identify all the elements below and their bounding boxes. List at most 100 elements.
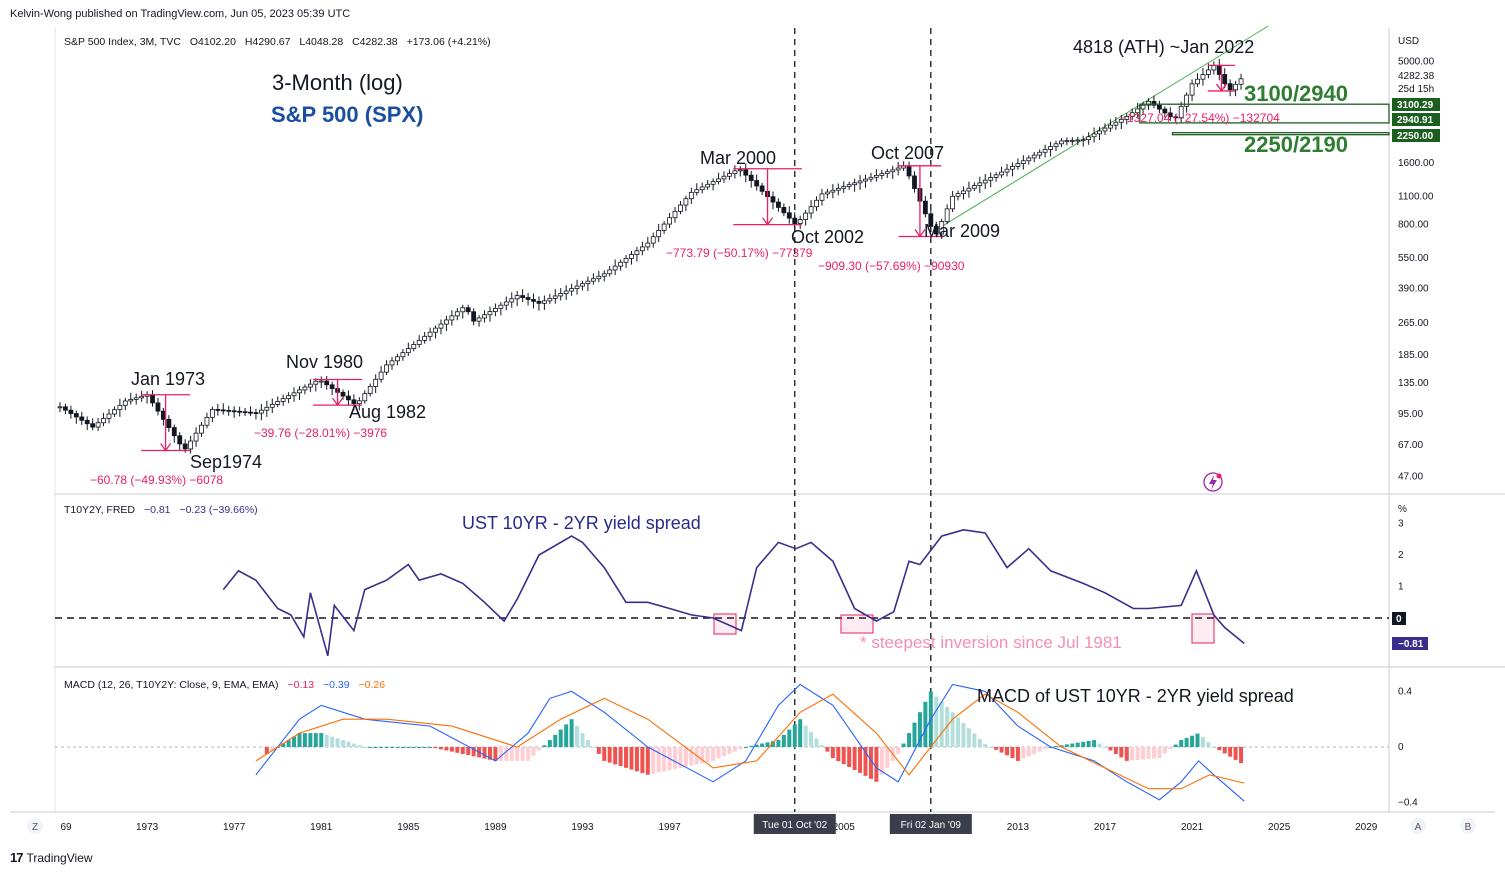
candle xyxy=(411,341,417,352)
histogram-bar xyxy=(1037,747,1042,752)
candle xyxy=(754,174,760,191)
candle xyxy=(128,392,134,405)
histogram-bar xyxy=(1015,747,1020,761)
candle xyxy=(1195,73,1200,87)
histogram-bar xyxy=(656,747,661,773)
candle xyxy=(857,175,863,190)
histogram-bar xyxy=(417,747,422,748)
histogram-bar xyxy=(390,747,394,748)
y-tick-label: 1600.00 xyxy=(1398,158,1435,169)
ann-aug-1982: Aug 1982 xyxy=(349,402,426,422)
candle xyxy=(231,406,237,418)
candle xyxy=(890,165,896,180)
y-tick-label: 265.00 xyxy=(1398,318,1429,329)
histogram-bar xyxy=(466,747,471,756)
candle xyxy=(389,357,395,370)
candle xyxy=(438,319,444,335)
candle xyxy=(1015,158,1021,170)
histogram-bar xyxy=(618,747,623,767)
histogram-bar xyxy=(781,734,786,747)
histogram-bar xyxy=(727,747,732,754)
histogram-bar xyxy=(1179,740,1184,747)
histogram-bar xyxy=(1195,733,1200,747)
candle xyxy=(672,207,678,223)
candle xyxy=(487,306,493,322)
histogram-bar xyxy=(1190,735,1195,747)
candle xyxy=(340,389,346,400)
candle xyxy=(264,400,270,417)
candle xyxy=(155,397,161,416)
histogram-bar xyxy=(400,747,405,748)
candle xyxy=(699,182,705,194)
time-tick-label: 1973 xyxy=(136,822,159,833)
candle xyxy=(596,270,602,283)
candle xyxy=(645,236,651,251)
histogram-bar xyxy=(825,747,830,752)
histogram-bar xyxy=(449,747,454,752)
candle xyxy=(884,168,890,178)
currency-label: USD xyxy=(1398,36,1419,47)
candle xyxy=(906,161,912,180)
alert-icon[interactable] xyxy=(1203,472,1223,492)
histogram-bar xyxy=(765,742,770,747)
candle xyxy=(465,304,471,315)
last-price-label: 4282.38 xyxy=(1398,71,1435,82)
histogram-bar xyxy=(1081,741,1086,747)
time-tick-label: 2013 xyxy=(1007,822,1030,833)
histogram-bar xyxy=(841,747,846,765)
candle xyxy=(476,315,482,327)
zoom-corner-button[interactable]: Z xyxy=(27,818,43,834)
ann-mar-2000: Mar 2000 xyxy=(700,148,776,168)
histogram-bar xyxy=(749,745,754,747)
candle xyxy=(846,181,852,190)
spread-legend: T10Y2Y, FRED −0.81 −0.23 (−39.66%) xyxy=(64,504,258,516)
y-tick-label: 390.00 xyxy=(1398,284,1429,295)
candle xyxy=(580,280,585,291)
candle xyxy=(618,259,623,271)
histogram-bar xyxy=(569,719,574,747)
histogram-bar xyxy=(705,747,710,763)
ann-oct-2002: Oct 2002 xyxy=(791,227,864,247)
crosshair-label-2009: Fri 02 Jan '09 xyxy=(889,814,972,834)
bars-button[interactable]: B xyxy=(1460,818,1476,834)
candle xyxy=(667,213,672,228)
signal-line xyxy=(255,693,1245,790)
candle xyxy=(574,279,580,295)
candle xyxy=(1178,101,1184,123)
histogram-bar xyxy=(493,747,498,761)
time-tick-label: 2021 xyxy=(1181,822,1204,833)
histogram-bar xyxy=(961,722,966,747)
spread-title: UST 10YR - 2YR yield spread xyxy=(462,513,701,533)
ann-dd-1974: −60.78 (−49.93%) −6078 xyxy=(90,473,223,487)
candle xyxy=(569,283,575,296)
candle xyxy=(84,416,90,431)
histogram-bar xyxy=(384,747,389,748)
spread-tick-label: 1 xyxy=(1398,582,1404,593)
candle xyxy=(117,398,123,417)
histogram-bar xyxy=(1043,747,1048,750)
candle xyxy=(395,353,400,366)
histogram-bar xyxy=(738,747,743,750)
y-tick-label: 67.00 xyxy=(1398,440,1423,451)
time-axis: 6919731977198119851989199319972200520132… xyxy=(60,822,1377,833)
candle xyxy=(313,378,319,392)
candle xyxy=(1238,73,1244,90)
ann-dd-2009: −909.30 (−57.69%) −90930 xyxy=(818,259,965,273)
candle xyxy=(509,292,515,308)
candle xyxy=(650,232,656,248)
candle xyxy=(694,183,700,196)
histogram-bar xyxy=(1184,737,1189,747)
histogram-bar xyxy=(1086,740,1091,747)
candle xyxy=(895,161,901,176)
crosshair-label-2002: Tue 01 Oct '02 xyxy=(753,814,836,834)
histogram-bar xyxy=(270,747,275,751)
candle xyxy=(112,406,117,417)
candle xyxy=(563,285,569,300)
candle xyxy=(825,188,830,199)
histogram-bar xyxy=(624,747,629,768)
candle xyxy=(830,184,836,199)
candle xyxy=(1216,58,1222,81)
auto-scale-button[interactable]: A xyxy=(1410,818,1426,834)
macd-legend: MACD (12, 26, T10Y2Y: Close, 9, EMA, EMA… xyxy=(64,679,385,691)
